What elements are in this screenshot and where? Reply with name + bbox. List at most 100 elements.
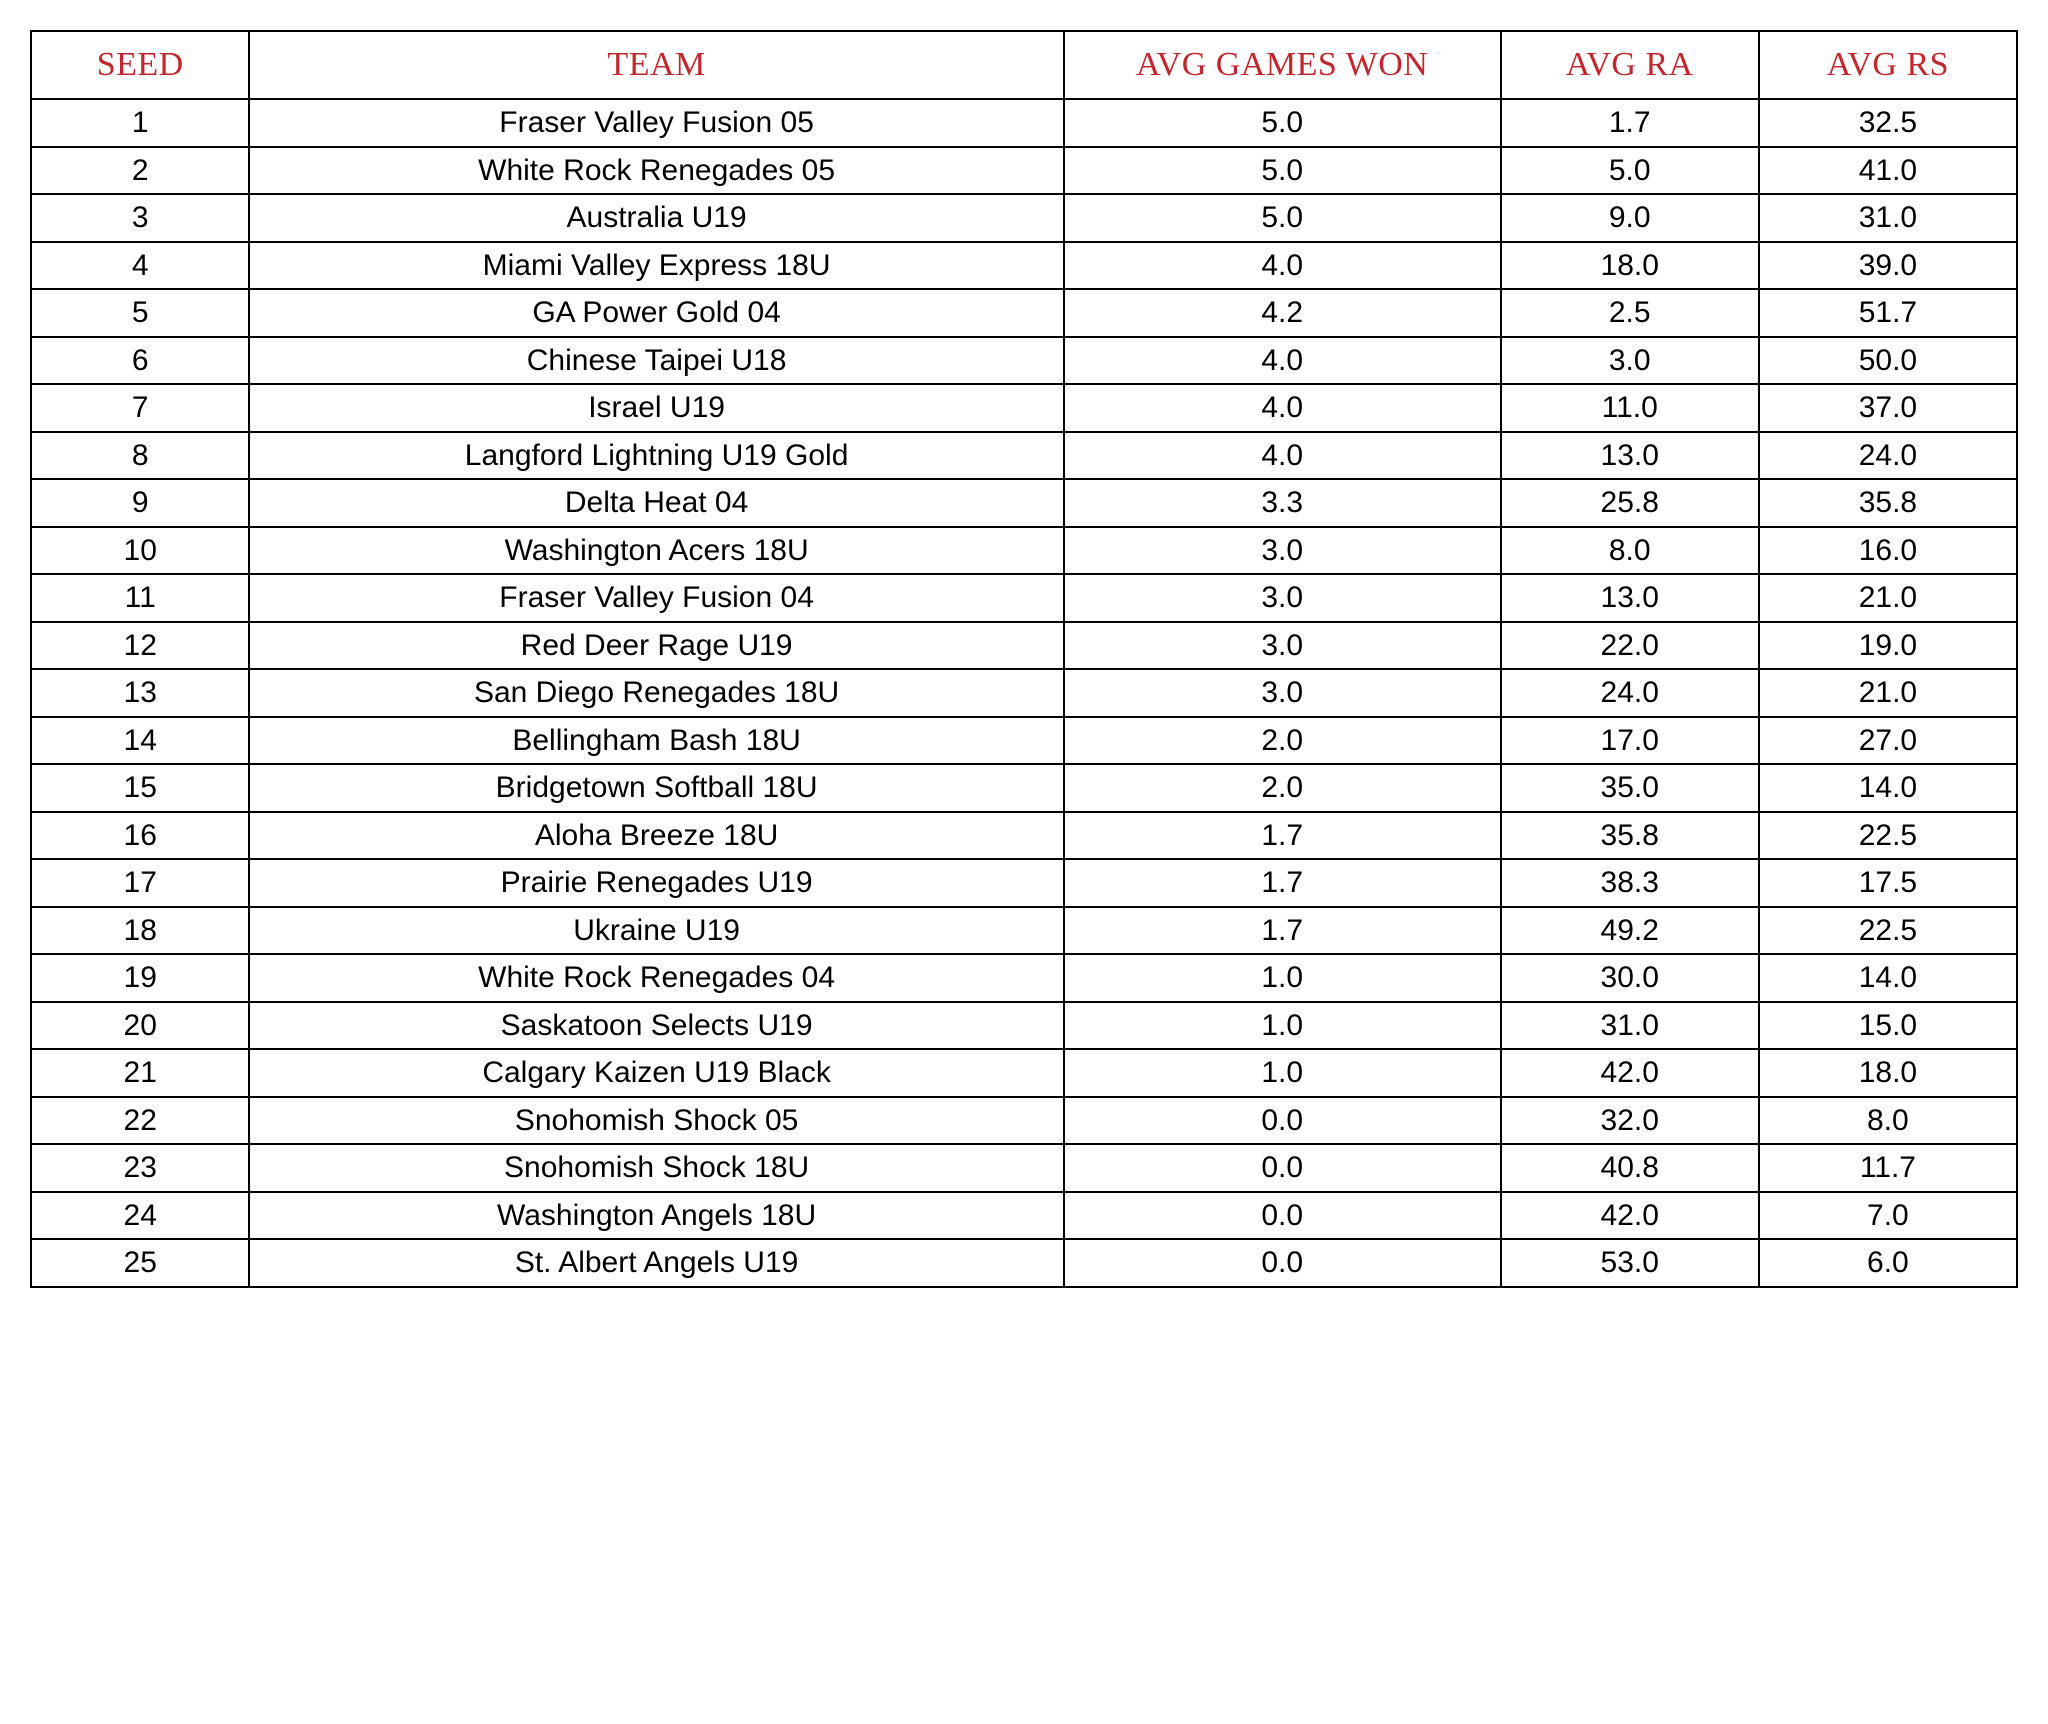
cell-won: 1.0 [1064, 1002, 1501, 1050]
cell-rs: 27.0 [1759, 717, 2017, 765]
cell-ra: 53.0 [1501, 1239, 1759, 1287]
cell-team: Chinese Taipei U18 [249, 337, 1063, 385]
cell-team: Saskatoon Selects U19 [249, 1002, 1063, 1050]
cell-won: 1.0 [1064, 954, 1501, 1002]
cell-rs: 50.0 [1759, 337, 2017, 385]
cell-rs: 7.0 [1759, 1192, 2017, 1240]
cell-won: 4.0 [1064, 242, 1501, 290]
table-row: 21Calgary Kaizen U19 Black1.042.018.0 [31, 1049, 2017, 1097]
cell-seed: 6 [31, 337, 249, 385]
cell-rs: 21.0 [1759, 669, 2017, 717]
cell-rs: 22.5 [1759, 812, 2017, 860]
table-row: 10Washington Acers 18U3.08.016.0 [31, 527, 2017, 575]
cell-won: 3.0 [1064, 669, 1501, 717]
cell-won: 4.0 [1064, 432, 1501, 480]
table-row: 1Fraser Valley Fusion 055.01.732.5 [31, 99, 2017, 147]
cell-ra: 1.7 [1501, 99, 1759, 147]
cell-ra: 13.0 [1501, 432, 1759, 480]
table-row: 19White Rock Renegades 041.030.014.0 [31, 954, 2017, 1002]
col-header-seed: SEED [31, 31, 249, 99]
cell-seed: 22 [31, 1097, 249, 1145]
col-header-team: TEAM [249, 31, 1063, 99]
cell-ra: 8.0 [1501, 527, 1759, 575]
cell-team: Red Deer Rage U19 [249, 622, 1063, 670]
cell-rs: 6.0 [1759, 1239, 2017, 1287]
cell-rs: 21.0 [1759, 574, 2017, 622]
cell-rs: 51.7 [1759, 289, 2017, 337]
cell-won: 1.0 [1064, 1049, 1501, 1097]
cell-team: Snohomish Shock 18U [249, 1144, 1063, 1192]
cell-team: Australia U19 [249, 194, 1063, 242]
table-row: 22Snohomish Shock 050.032.08.0 [31, 1097, 2017, 1145]
cell-won: 3.0 [1064, 622, 1501, 670]
cell-seed: 21 [31, 1049, 249, 1097]
cell-team: White Rock Renegades 05 [249, 147, 1063, 195]
cell-rs: 11.7 [1759, 1144, 2017, 1192]
cell-won: 3.3 [1064, 479, 1501, 527]
cell-seed: 19 [31, 954, 249, 1002]
cell-rs: 15.0 [1759, 1002, 2017, 1050]
cell-won: 3.0 [1064, 527, 1501, 575]
cell-team: White Rock Renegades 04 [249, 954, 1063, 1002]
table-row: 8Langford Lightning U19 Gold4.013.024.0 [31, 432, 2017, 480]
cell-won: 5.0 [1064, 194, 1501, 242]
table-row: 9Delta Heat 043.325.835.8 [31, 479, 2017, 527]
cell-rs: 24.0 [1759, 432, 2017, 480]
table-row: 16Aloha Breeze 18U1.735.822.5 [31, 812, 2017, 860]
cell-won: 5.0 [1064, 147, 1501, 195]
cell-seed: 20 [31, 1002, 249, 1050]
col-header-rs: AVG RS [1759, 31, 2017, 99]
cell-seed: 18 [31, 907, 249, 955]
cell-ra: 3.0 [1501, 337, 1759, 385]
cell-team: Snohomish Shock 05 [249, 1097, 1063, 1145]
cell-seed: 24 [31, 1192, 249, 1240]
cell-team: Washington Angels 18U [249, 1192, 1063, 1240]
cell-won: 4.0 [1064, 337, 1501, 385]
cell-rs: 22.5 [1759, 907, 2017, 955]
table-row: 4Miami Valley Express 18U4.018.039.0 [31, 242, 2017, 290]
standings-table: SEED TEAM AVG GAMES WON AVG RA AVG RS 1F… [30, 30, 2018, 1288]
cell-won: 1.7 [1064, 907, 1501, 955]
cell-team: GA Power Gold 04 [249, 289, 1063, 337]
table-row: 20Saskatoon Selects U191.031.015.0 [31, 1002, 2017, 1050]
cell-ra: 35.0 [1501, 764, 1759, 812]
cell-ra: 2.5 [1501, 289, 1759, 337]
cell-team: Ukraine U19 [249, 907, 1063, 955]
table-row: 7Israel U194.011.037.0 [31, 384, 2017, 432]
cell-team: San Diego Renegades 18U [249, 669, 1063, 717]
cell-seed: 7 [31, 384, 249, 432]
cell-won: 0.0 [1064, 1239, 1501, 1287]
cell-team: Prairie Renegades U19 [249, 859, 1063, 907]
cell-ra: 22.0 [1501, 622, 1759, 670]
cell-team: Langford Lightning U19 Gold [249, 432, 1063, 480]
cell-ra: 30.0 [1501, 954, 1759, 1002]
cell-seed: 12 [31, 622, 249, 670]
cell-team: St. Albert Angels U19 [249, 1239, 1063, 1287]
cell-ra: 25.8 [1501, 479, 1759, 527]
table-row: 11Fraser Valley Fusion 043.013.021.0 [31, 574, 2017, 622]
cell-seed: 5 [31, 289, 249, 337]
cell-rs: 19.0 [1759, 622, 2017, 670]
cell-seed: 25 [31, 1239, 249, 1287]
cell-seed: 14 [31, 717, 249, 765]
cell-team: Israel U19 [249, 384, 1063, 432]
cell-team: Fraser Valley Fusion 04 [249, 574, 1063, 622]
cell-won: 1.7 [1064, 859, 1501, 907]
table-row: 18Ukraine U191.749.222.5 [31, 907, 2017, 955]
table-row: 3Australia U195.09.031.0 [31, 194, 2017, 242]
cell-seed: 10 [31, 527, 249, 575]
cell-ra: 5.0 [1501, 147, 1759, 195]
table-row: 14Bellingham Bash 18U2.017.027.0 [31, 717, 2017, 765]
cell-ra: 40.8 [1501, 1144, 1759, 1192]
cell-seed: 17 [31, 859, 249, 907]
cell-team: Delta Heat 04 [249, 479, 1063, 527]
cell-rs: 14.0 [1759, 954, 2017, 1002]
cell-team: Aloha Breeze 18U [249, 812, 1063, 860]
cell-rs: 31.0 [1759, 194, 2017, 242]
cell-seed: 3 [31, 194, 249, 242]
cell-ra: 42.0 [1501, 1192, 1759, 1240]
cell-rs: 39.0 [1759, 242, 2017, 290]
table-row: 5GA Power Gold 044.22.551.7 [31, 289, 2017, 337]
cell-ra: 9.0 [1501, 194, 1759, 242]
cell-team: Bellingham Bash 18U [249, 717, 1063, 765]
